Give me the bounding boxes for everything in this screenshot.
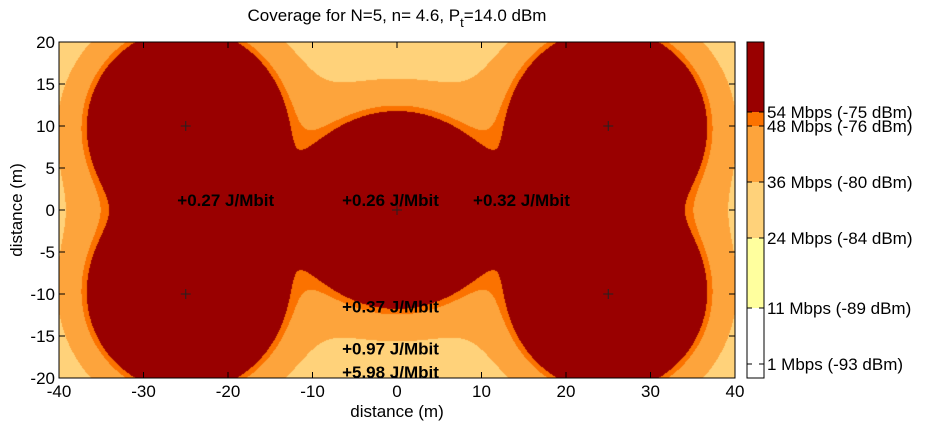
access-point-marker (603, 121, 614, 131)
y-tick-label: 5 (46, 159, 55, 178)
colorbar-segment (747, 182, 764, 238)
access-point-marker (603, 289, 614, 299)
colorbar-label: 54 Mbps (-75 dBm) (767, 103, 913, 122)
energy-label: +5.98 J/Mbit (342, 363, 439, 382)
y-tick-label: -20 (30, 369, 55, 388)
y-tick-label: -15 (30, 327, 55, 346)
title-main: Coverage for N=5, n= 4.6, P (248, 6, 461, 25)
colorbar-label: 11 Mbps (-89 dBm) (767, 299, 911, 318)
access-point-marker (180, 121, 191, 131)
colorbar: 1 Mbps (-93 dBm) 11 Mbps (-89 dBm) 24 Mbps… (746, 41, 913, 379)
colorbar-segment (747, 112, 764, 126)
access-point-marker (392, 205, 402, 215)
x-tick-label: 20 (557, 382, 576, 401)
energy-label: +0.97 J/Mbit (342, 340, 439, 359)
y-tick-label: 20 (36, 33, 55, 52)
colorbar-label: 48 Mbps (-76 dBm) (767, 117, 913, 136)
y-tick-label: 15 (36, 75, 55, 94)
title-tail: =14.0 dBm (464, 6, 547, 25)
x-tick-label: 0 (392, 382, 401, 401)
energy-label: +0.32 J/Mbit (473, 191, 570, 210)
y-axis: -20 -15 -10 -5 0 5 10 15 20 (30, 33, 735, 388)
x-tick-label: 10 (472, 382, 491, 401)
colorbar-segment (747, 308, 764, 364)
y-tick-label: 10 (36, 117, 55, 136)
x-tick-label: -20 (216, 382, 241, 401)
colorbar-segment (747, 42, 764, 112)
access-point-marker (180, 289, 191, 299)
x-axis: -40 -30 -20 -10 0 10 20 30 40 (47, 42, 745, 401)
x-tick-label: 40 (726, 382, 745, 401)
x-tick-label: -10 (300, 382, 325, 401)
colorbar-segment (747, 238, 764, 308)
y-tick-label: -10 (30, 285, 55, 304)
x-tick-label: 30 (641, 382, 660, 401)
colorbar-frame (746, 41, 765, 379)
x-axis-label: distance (m) (350, 402, 444, 421)
energy-annotations: +0.27 J/Mbit +0.26 J/Mbit +0.32 J/Mbit +0.3… (177, 191, 570, 382)
y-axis-label: distance (m) (7, 163, 26, 257)
colorbar-label: 36 Mbps (-80 dBm) (767, 173, 913, 192)
energy-label: +0.37 J/Mbit (342, 298, 439, 317)
access-point-markers (180, 121, 614, 299)
colorbar-label: 24 Mbps (-84 dBm) (767, 229, 913, 248)
y-tick-label: 0 (46, 201, 55, 220)
title-subscript: t (460, 15, 464, 30)
colorbar-segment (747, 126, 764, 182)
x-tick-label: -40 (47, 382, 72, 401)
y-tick-label: -5 (40, 243, 55, 262)
energy-label: +0.26 J/Mbit (342, 191, 439, 210)
energy-label: +0.27 J/Mbit (177, 191, 274, 210)
chart-title: Coverage for N=5, n= 4.6, Pt=14.0 dBm (248, 6, 547, 30)
colorbar-label: 1 Mbps (-93 dBm) (767, 355, 903, 374)
x-tick-label: -30 (131, 382, 156, 401)
